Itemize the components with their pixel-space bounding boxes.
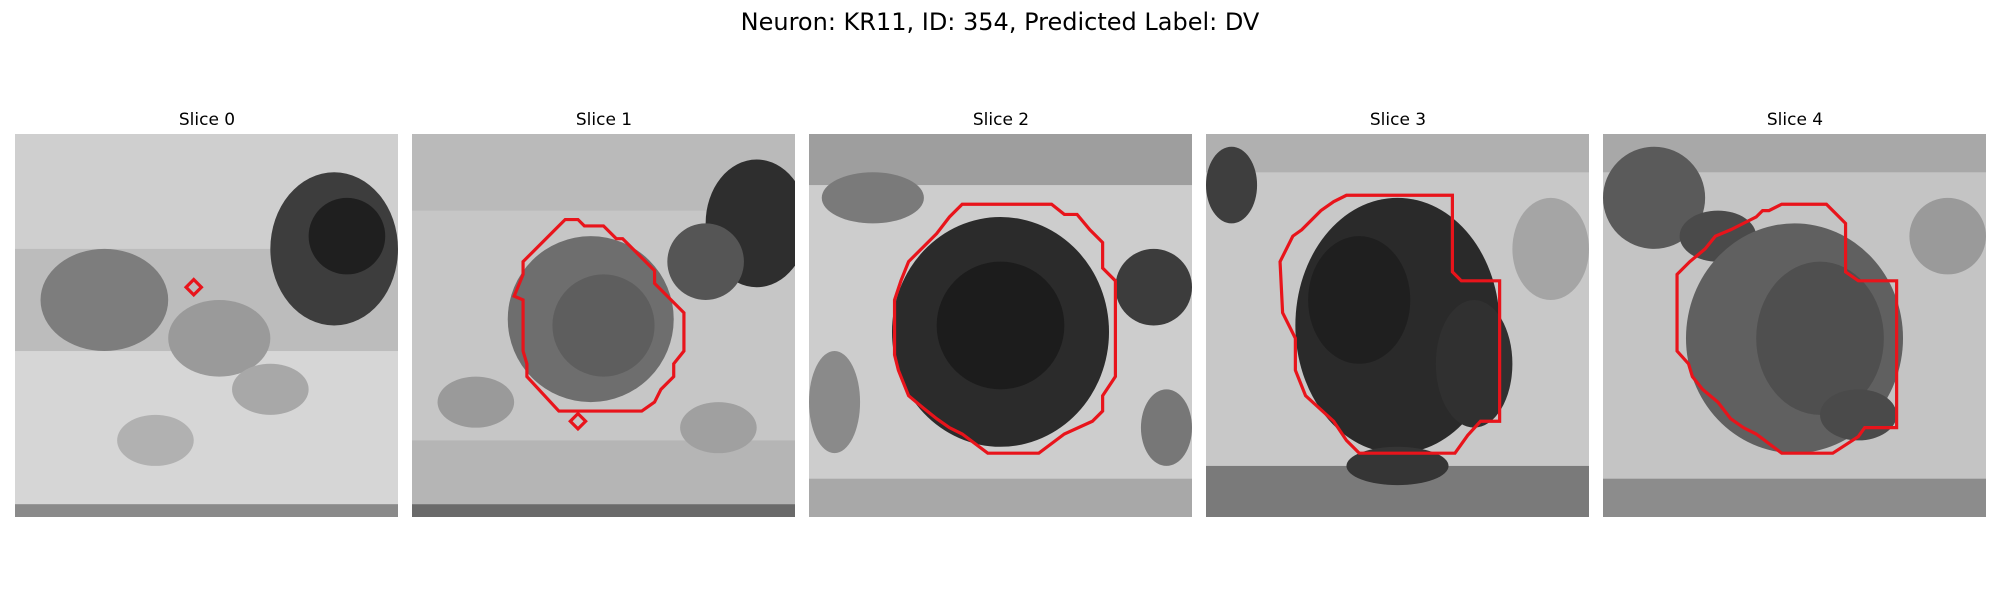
roi-contour (892, 202, 1117, 455)
slice-title: Slice 4 (1766, 110, 1824, 130)
slice-panel-2: Slice 2 (809, 108, 1193, 517)
slice-image (15, 134, 398, 517)
slice-title: Slice 0 (178, 110, 236, 130)
slice-panel-1: Slice 1 (412, 108, 796, 517)
slice-title: Slice 2 (972, 110, 1030, 130)
slice-panel-3: Slice 3 (1206, 108, 1590, 517)
slice-image (809, 134, 1192, 517)
roi-contour (512, 217, 686, 413)
figure-title: Neuron: KR11, ID: 354, Predicted Label: … (740, 8, 1260, 36)
slice-panel-4: Slice 4 (1603, 108, 1987, 517)
roi-contour (1278, 193, 1502, 455)
slice-image (1603, 134, 1986, 517)
roi-marker (568, 411, 588, 432)
slice-image (1206, 134, 1589, 517)
roi-contour (1675, 202, 1899, 455)
slice-panel-0: Slice 0 (15, 108, 399, 517)
slice-image (412, 134, 795, 517)
slice-title: Slice 3 (1369, 110, 1427, 130)
roi-marker (183, 277, 204, 298)
slice-title: Slice 1 (575, 110, 633, 130)
